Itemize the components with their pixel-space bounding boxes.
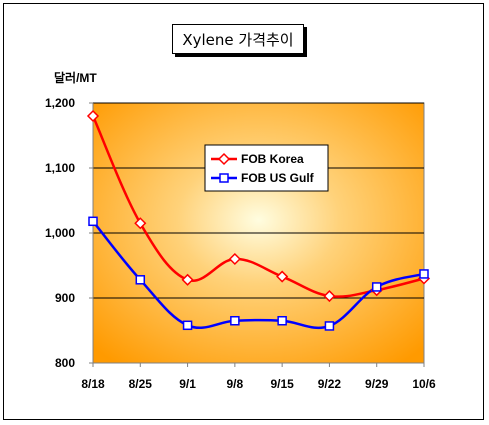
- x-tick-label: 9/15: [270, 377, 294, 391]
- x-tick-label: 9/29: [365, 377, 389, 391]
- legend-box: [204, 144, 329, 192]
- y-tick-labels: 800 900 1,000 1,100 1,200: [45, 96, 93, 370]
- data-point-marker: [371, 282, 382, 292]
- data-point-marker: [323, 289, 336, 303]
- y-tick-label: 1,100: [45, 161, 75, 175]
- legend-label: FOB Korea: [241, 152, 304, 166]
- legend-label: FOB US Gulf: [241, 171, 315, 185]
- y-tick-label: 1,200: [45, 96, 75, 110]
- data-point-marker: [88, 216, 98, 227]
- x-tick-label: 9/22: [318, 377, 342, 391]
- series-markers: [86, 109, 431, 331]
- x-tick-label: 10/6: [412, 377, 436, 391]
- data-point-marker: [419, 269, 429, 279]
- data-point-marker: [134, 217, 147, 230]
- data-point-marker: [181, 273, 194, 286]
- y-tick-label: 900: [55, 291, 75, 305]
- data-point-marker: [182, 320, 193, 331]
- x-tick-label: 8/18: [81, 377, 105, 391]
- data-point-marker: [276, 270, 289, 283]
- legend-marker: [219, 173, 229, 183]
- data-point-marker: [228, 252, 241, 266]
- y-axis-label: 달러/MT: [54, 70, 97, 85]
- data-point-marker: [135, 275, 146, 285]
- x-tick-labels: 8/18 8/25 9/1 9/8 9/15 9/22 9/29 10/6: [81, 363, 436, 391]
- data-point-marker: [277, 316, 287, 326]
- x-tick-label: 9/8: [227, 377, 244, 391]
- x-tick-label: 8/25: [129, 377, 153, 391]
- data-point-marker: [324, 321, 335, 331]
- x-tick-label: 9/1: [179, 377, 196, 391]
- data-point-marker: [86, 109, 100, 123]
- data-point-marker: [230, 316, 240, 326]
- y-tick-label: 800: [55, 356, 75, 370]
- legend-marker: [217, 152, 231, 166]
- y-tick-label: 1,000: [45, 226, 75, 240]
- legend: FOB Korea FOB US Gulf: [204, 144, 329, 192]
- chart-title: Xylene 가격추이: [172, 24, 304, 54]
